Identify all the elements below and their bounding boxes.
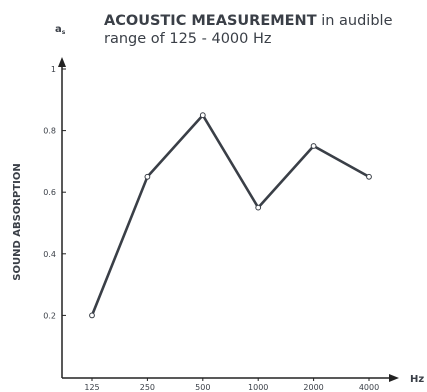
x-ticks: 125 250 500 1000 2000 4000 <box>84 378 379 392</box>
y-axis-title: SOUND ABSORPTION <box>12 163 23 280</box>
data-point <box>89 312 95 319</box>
chart-title-rest: in audible range of 125 - 4000 Hz <box>104 13 393 47</box>
y-ticks: 0.2 0.4 0.6 0.8 1 <box>43 65 66 320</box>
data-point <box>366 173 372 180</box>
x-tick-label: 500 <box>195 383 210 392</box>
y-tick-label: 1 <box>51 65 56 74</box>
y-tick-label: 0.4 <box>43 250 56 259</box>
y-tick-label: 0.6 <box>43 188 56 197</box>
y-tick-label: 0.2 <box>43 311 56 320</box>
data-point <box>255 204 262 211</box>
chart-title: ACOUSTIC MEASUREMENT in audible range of… <box>104 12 404 48</box>
y-axis-symbol: as <box>55 24 66 36</box>
x-tick-label: 1000 <box>248 383 268 392</box>
series-line <box>90 113 371 317</box>
y-tick-label: 0.8 <box>43 127 56 136</box>
data-point <box>144 173 151 180</box>
x-tick-label: 2000 <box>303 383 323 392</box>
series-group <box>89 112 372 319</box>
data-point <box>310 143 317 149</box>
x-axis-title: Hz <box>410 374 424 385</box>
y-axis-symbol-main: a <box>55 24 62 35</box>
chart-title-bold: ACOUSTIC MEASUREMENT <box>104 13 317 29</box>
x-tick-label: 4000 <box>359 383 379 392</box>
data-point <box>199 112 206 119</box>
x-tick-label: 125 <box>84 383 99 392</box>
x-axis-arrow <box>389 374 399 382</box>
y-axis-arrow <box>58 57 66 67</box>
y-axis-symbol-sub: s <box>62 29 66 36</box>
x-tick-label: 250 <box>140 383 155 392</box>
